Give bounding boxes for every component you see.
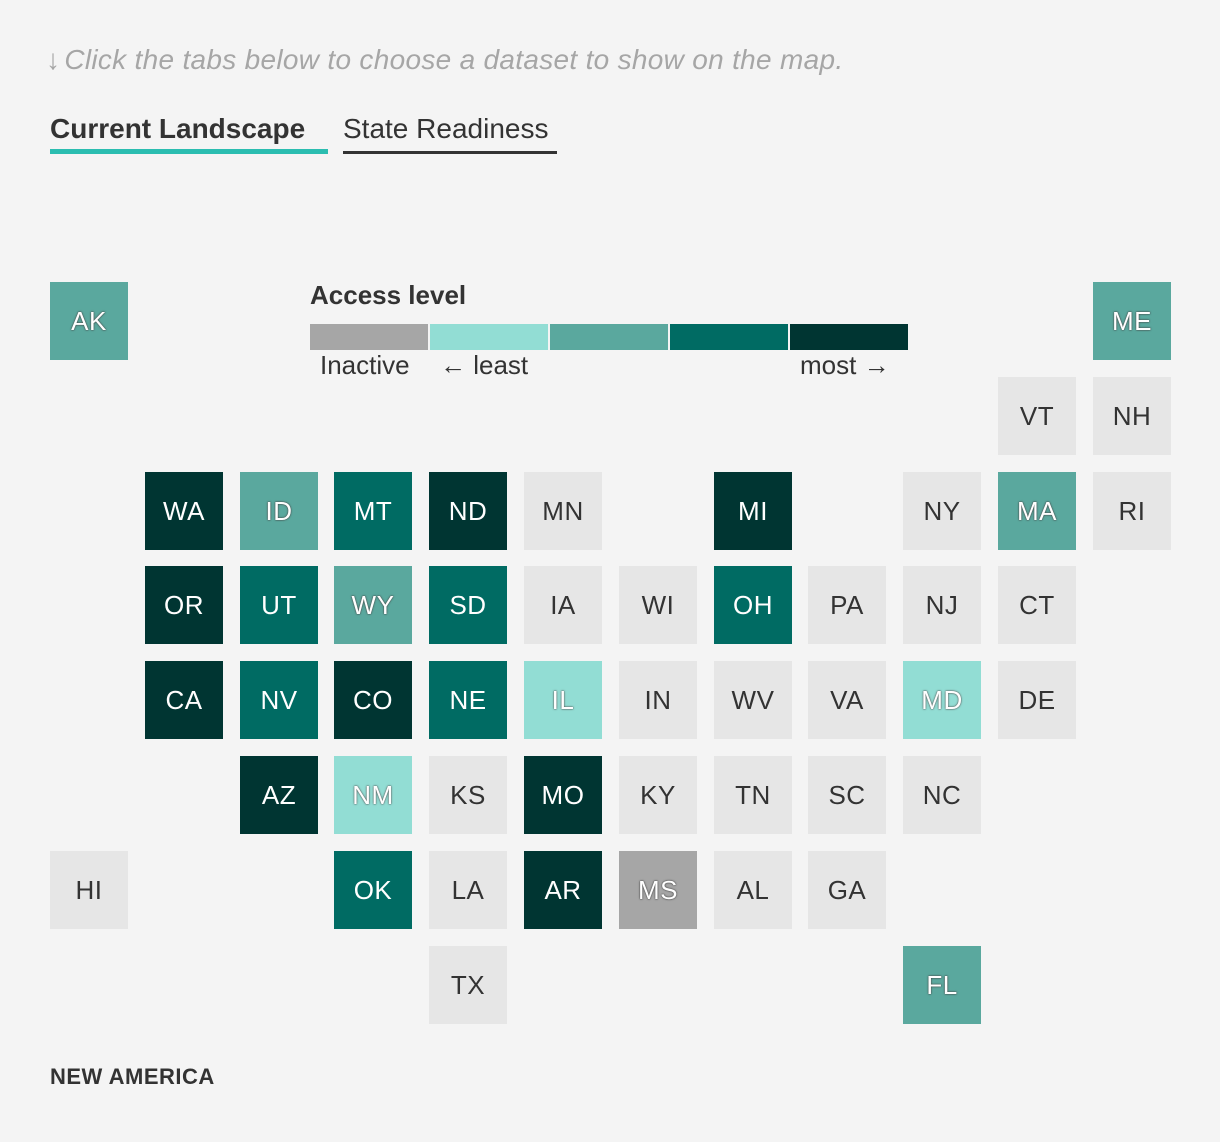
state-tile-wa[interactable]: WA bbox=[145, 472, 223, 550]
state-tile-oh[interactable]: OH bbox=[714, 566, 792, 644]
state-tile-hi[interactable]: HI bbox=[50, 851, 128, 929]
state-tile-al[interactable]: AL bbox=[714, 851, 792, 929]
state-tile-sd[interactable]: SD bbox=[429, 566, 507, 644]
state-tile-fl[interactable]: FL bbox=[903, 946, 981, 1024]
state-tile-de[interactable]: DE bbox=[998, 661, 1076, 739]
state-tile-az[interactable]: AZ bbox=[240, 756, 318, 834]
state-tile-in[interactable]: IN bbox=[619, 661, 697, 739]
state-tile-mi[interactable]: MI bbox=[714, 472, 792, 550]
state-tile-pa[interactable]: PA bbox=[808, 566, 886, 644]
state-tile-ri[interactable]: RI bbox=[1093, 472, 1171, 550]
legend: Access level Inactive ← least most → bbox=[310, 280, 910, 390]
legend-label-least: ← least bbox=[440, 350, 529, 380]
state-tile-ca[interactable]: CA bbox=[145, 661, 223, 739]
state-tile-tx[interactable]: TX bbox=[429, 946, 507, 1024]
state-tile-or[interactable]: OR bbox=[145, 566, 223, 644]
state-tile-mo[interactable]: MO bbox=[524, 756, 602, 834]
state-tile-ga[interactable]: GA bbox=[808, 851, 886, 929]
state-tile-nj[interactable]: NJ bbox=[903, 566, 981, 644]
legend-label-most: most → bbox=[800, 350, 890, 380]
state-tile-md[interactable]: MD bbox=[903, 661, 981, 739]
state-tile-wy[interactable]: WY bbox=[334, 566, 412, 644]
state-tile-nv[interactable]: NV bbox=[240, 661, 318, 739]
state-tile-il[interactable]: IL bbox=[524, 661, 602, 739]
state-tile-ak[interactable]: AK bbox=[50, 282, 128, 360]
state-tile-nd[interactable]: ND bbox=[429, 472, 507, 550]
state-tile-ne[interactable]: NE bbox=[429, 661, 507, 739]
state-tile-la[interactable]: LA bbox=[429, 851, 507, 929]
state-tile-mt[interactable]: MT bbox=[334, 472, 412, 550]
state-tile-ms[interactable]: MS bbox=[619, 851, 697, 929]
state-tile-mn[interactable]: MN bbox=[524, 472, 602, 550]
state-tile-ct[interactable]: CT bbox=[998, 566, 1076, 644]
state-tile-nm[interactable]: NM bbox=[334, 756, 412, 834]
state-tile-me[interactable]: ME bbox=[1093, 282, 1171, 360]
state-tile-ny[interactable]: NY bbox=[903, 472, 981, 550]
tab-state-readiness[interactable]: State Readiness bbox=[343, 108, 557, 154]
instruction-label: Click the tabs below to choose a dataset… bbox=[64, 44, 844, 75]
state-tile-sc[interactable]: SC bbox=[808, 756, 886, 834]
down-arrow-icon: ↓ bbox=[46, 44, 61, 75]
state-tile-ky[interactable]: KY bbox=[619, 756, 697, 834]
state-tile-ut[interactable]: UT bbox=[240, 566, 318, 644]
legend-label-inactive: Inactive bbox=[320, 350, 410, 380]
credit-logo: NEW AMERICA bbox=[50, 1064, 215, 1089]
state-tile-nh[interactable]: NH bbox=[1093, 377, 1171, 455]
state-tile-ia[interactable]: IA bbox=[524, 566, 602, 644]
legend-swatch-inactive bbox=[310, 324, 428, 350]
state-tile-wv[interactable]: WV bbox=[714, 661, 792, 739]
state-tile-id[interactable]: ID bbox=[240, 472, 318, 550]
state-tile-ma[interactable]: MA bbox=[998, 472, 1076, 550]
state-tile-tn[interactable]: TN bbox=[714, 756, 792, 834]
legend-swatch-level2 bbox=[550, 324, 668, 350]
legend-title: Access level bbox=[310, 280, 467, 310]
state-tile-ks[interactable]: KS bbox=[429, 756, 507, 834]
state-tile-vt[interactable]: VT bbox=[998, 377, 1076, 455]
state-tile-va[interactable]: VA bbox=[808, 661, 886, 739]
tab-current-landscape[interactable]: Current Landscape bbox=[50, 108, 328, 154]
legend-swatch-level3 bbox=[670, 324, 788, 350]
legend-swatch-level4 bbox=[790, 324, 908, 350]
state-tile-ar[interactable]: AR bbox=[524, 851, 602, 929]
state-tile-ok[interactable]: OK bbox=[334, 851, 412, 929]
state-tile-wi[interactable]: WI bbox=[619, 566, 697, 644]
state-tile-co[interactable]: CO bbox=[334, 661, 412, 739]
instruction-text: ↓ Click the tabs below to choose a datase… bbox=[46, 44, 843, 76]
legend-swatch-level1 bbox=[430, 324, 548, 350]
state-tile-nc[interactable]: NC bbox=[903, 756, 981, 834]
